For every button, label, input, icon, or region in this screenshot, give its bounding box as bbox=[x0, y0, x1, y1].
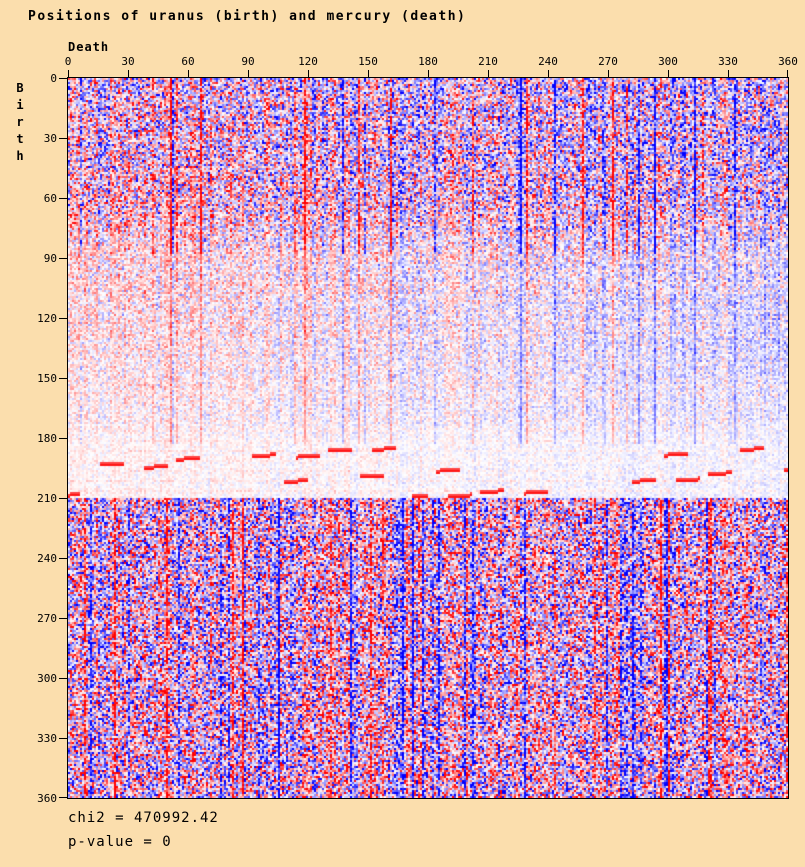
x-tick-label: 30 bbox=[121, 55, 135, 68]
x-tick-mark bbox=[128, 70, 129, 78]
y-axis-title-letter: h bbox=[16, 149, 24, 163]
x-tick-label: 150 bbox=[358, 55, 378, 68]
x-tick-mark bbox=[548, 70, 549, 78]
y-tick-label: 330 bbox=[37, 732, 57, 745]
x-tick-mark bbox=[188, 70, 189, 78]
p-value-statistic: p-value = 0 bbox=[68, 834, 172, 850]
y-tick-mark bbox=[59, 797, 67, 798]
y-axis-title-letter: r bbox=[16, 115, 24, 129]
x-tick-label: 90 bbox=[241, 55, 255, 68]
y-tick-mark bbox=[59, 78, 67, 79]
x-tick-mark bbox=[248, 70, 249, 78]
x-tick-label: 120 bbox=[298, 55, 318, 68]
y-tick-mark bbox=[59, 198, 67, 199]
x-tick-label: 180 bbox=[418, 55, 438, 68]
x-tick-mark bbox=[308, 70, 309, 78]
y-tick-label: 210 bbox=[37, 492, 57, 505]
y-tick-mark bbox=[59, 618, 67, 619]
x-tick-label: 210 bbox=[478, 55, 498, 68]
x-tick-label: 60 bbox=[181, 55, 195, 68]
y-axis-title-letter: i bbox=[16, 98, 24, 112]
y-tick-label: 120 bbox=[37, 312, 57, 325]
y-tick-mark bbox=[59, 558, 67, 559]
y-tick-label: 240 bbox=[37, 552, 57, 565]
y-tick-label: 0 bbox=[50, 72, 57, 85]
y-tick-mark bbox=[59, 258, 67, 259]
y-tick-label: 30 bbox=[43, 132, 57, 145]
x-tick-mark bbox=[608, 70, 609, 78]
y-tick-label: 90 bbox=[43, 252, 57, 265]
heatmap-plot-area: 0 30 60 90 120 150 180 210 240 270 300 330 360 0 30 60 9… bbox=[37, 55, 798, 805]
x-tick-mark bbox=[68, 70, 69, 78]
x-tick-label: 0 bbox=[64, 55, 72, 68]
x-tick-label: 270 bbox=[598, 55, 618, 68]
x-tick-label: 330 bbox=[718, 55, 738, 68]
y-tick-mark bbox=[59, 498, 67, 499]
y-tick-label: 60 bbox=[43, 192, 57, 205]
x-tick-mark bbox=[428, 70, 429, 78]
x-tick-label: 360 bbox=[778, 55, 798, 68]
heatmap-canvas bbox=[68, 78, 788, 798]
y-tick-label: 180 bbox=[37, 432, 57, 445]
x-tick-mark bbox=[488, 70, 489, 78]
y-tick-mark bbox=[59, 378, 67, 379]
y-tick-label: 150 bbox=[37, 372, 57, 385]
page-title: Positions of uranus (birth) and mercury … bbox=[28, 9, 467, 24]
x-tick-mark bbox=[728, 70, 729, 78]
x-tick-mark bbox=[787, 70, 788, 78]
y-tick-label: 360 bbox=[37, 792, 57, 805]
x-tick-mark bbox=[668, 70, 669, 78]
y-tick-mark bbox=[59, 138, 67, 139]
x-tick-label: 240 bbox=[538, 55, 558, 68]
x-tick-label: 300 bbox=[658, 55, 678, 68]
y-tick-mark bbox=[59, 738, 67, 739]
y-tick-mark bbox=[59, 438, 67, 439]
y-tick-mark bbox=[59, 678, 67, 679]
y-tick-label: 270 bbox=[37, 612, 57, 625]
y-tick-mark bbox=[59, 318, 67, 319]
y-axis-title-letter: B bbox=[16, 81, 24, 95]
x-axis-title: Death bbox=[68, 40, 110, 54]
chi2-statistic: chi2 = 470992.42 bbox=[68, 810, 219, 826]
y-axis-title-letter: t bbox=[16, 132, 24, 146]
y-tick-label: 300 bbox=[37, 672, 57, 685]
x-tick-mark bbox=[368, 70, 369, 78]
